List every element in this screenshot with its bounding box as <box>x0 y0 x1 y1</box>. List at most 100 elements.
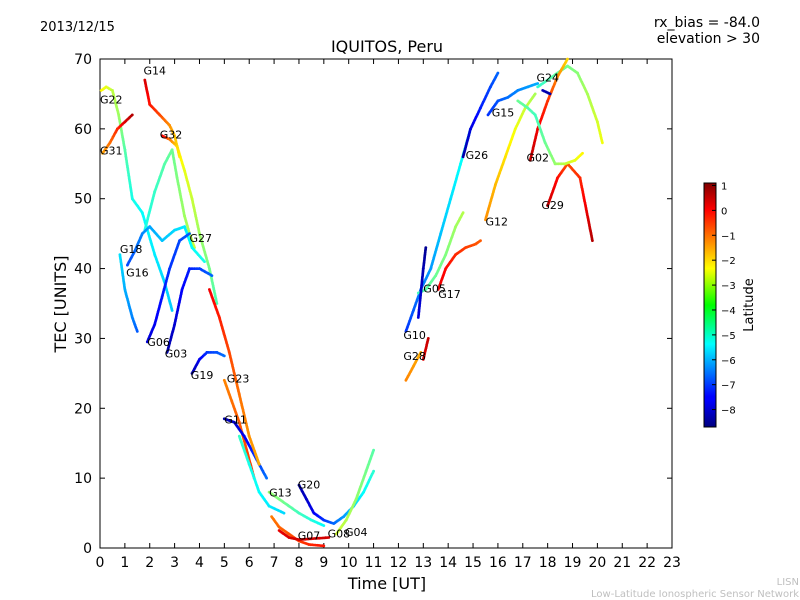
x-tick-label: 8 <box>294 555 303 571</box>
data-point <box>322 544 326 548</box>
colorbar-tick-label: −7 <box>721 381 736 392</box>
plot-frame <box>99 58 673 549</box>
x-tick-label: 21 <box>613 555 631 571</box>
chart-title: IQUITOS, Peru <box>331 37 443 56</box>
y-tick-label: 30 <box>74 331 92 347</box>
prn-label: G20 <box>298 479 321 492</box>
colorbar-tick-label: 1 <box>721 181 727 192</box>
x-tick-label: 20 <box>588 555 606 571</box>
prn-label: G10 <box>403 329 426 342</box>
y-tick-label: 50 <box>74 192 92 208</box>
colorbar <box>703 182 717 428</box>
data-point <box>548 92 552 96</box>
colorbar-tick-label: −3 <box>721 281 736 292</box>
prn-label: G27 <box>190 232 213 245</box>
data-point <box>222 354 226 358</box>
prn-label: G19 <box>191 369 214 382</box>
colorbar-tick-label: −2 <box>721 256 736 267</box>
y-axis-ticks: 0 10 20 30 40 50 60 70 <box>74 52 672 557</box>
data-point <box>170 309 174 312</box>
data-point <box>601 141 604 145</box>
colorbar-tick-label: −1 <box>721 231 736 242</box>
colorbar-ticks: 1 0 −1 −2 −3 −4 −5 −6 −7 −8 <box>712 181 736 417</box>
data-point <box>591 239 594 243</box>
prn-label: G31 <box>100 145 123 158</box>
data-point <box>461 211 465 215</box>
prn-label: G04 <box>345 526 368 539</box>
x-tick-label: 16 <box>489 555 507 571</box>
watermark-lisn: LISN <box>777 577 799 588</box>
prn-label: G18 <box>120 243 143 256</box>
prn-label: G13 <box>269 486 292 499</box>
x-tick-label: 5 <box>220 555 229 571</box>
data-point <box>419 351 423 354</box>
data-point <box>536 82 540 85</box>
x-tick-label: 11 <box>365 555 383 571</box>
rx-bias-label: rx_bias = -84.0 <box>654 15 760 31</box>
prn-label: G05 <box>423 282 446 295</box>
colorbar-tick-label: −6 <box>721 356 736 367</box>
prn-label: G08 <box>328 528 351 541</box>
data-point <box>265 476 268 480</box>
colorbar-tick-label: −4 <box>721 306 736 317</box>
data-point <box>130 113 134 117</box>
x-tick-label: 2 <box>145 555 154 571</box>
prn-label: G06 <box>147 336 170 349</box>
data-point <box>479 239 482 243</box>
prn-label: G23 <box>227 372 250 385</box>
y-tick-label: 0 <box>83 541 92 557</box>
prn-label: G07 <box>298 530 321 543</box>
data-point <box>327 536 331 539</box>
x-tick-label: 12 <box>390 555 408 571</box>
data-point <box>210 274 214 277</box>
data-point <box>581 151 584 155</box>
x-tick-label: 10 <box>340 555 358 571</box>
y-tick-label: 40 <box>74 262 92 278</box>
x-tick-label: 4 <box>195 555 204 571</box>
x-tick-label: 0 <box>96 555 105 571</box>
data-point <box>215 302 219 305</box>
data-point <box>257 462 261 466</box>
colorbar-tick-label: −5 <box>721 331 736 342</box>
colorbar-tick-label: −8 <box>721 406 736 417</box>
y-tick-label: 70 <box>74 52 92 68</box>
data-point <box>426 337 430 340</box>
colorbar-tick-label: 0 <box>721 206 727 217</box>
x-tick-label: 1 <box>120 555 129 571</box>
prn-label: G17 <box>438 288 461 301</box>
colorbar-label: Latitude <box>742 278 757 332</box>
data-point <box>372 448 375 452</box>
x-axis-ticks: 0 1 2 3 4 5 6 7 8 9 10 11 12 13 14 15 16 17 18 19 20 21 22 23 <box>96 59 681 571</box>
y-tick-label: 10 <box>74 471 92 487</box>
x-axis-label: Time [UT] <box>347 574 426 593</box>
data-point <box>282 511 286 515</box>
x-tick-label: 3 <box>170 555 179 571</box>
x-tick-label: 13 <box>414 555 432 571</box>
data-point <box>372 469 375 473</box>
prn-label: G14 <box>144 64 167 77</box>
prn-label: G22 <box>100 94 123 107</box>
elevation-label: elevation > 30 <box>657 31 760 47</box>
y-axis-label: TEC [UNITS] <box>51 256 70 354</box>
prn-label: G32 <box>160 129 183 142</box>
x-tick-label: 6 <box>245 555 254 571</box>
x-tick-label: 23 <box>663 555 681 571</box>
prn-label: G28 <box>403 350 426 363</box>
watermark-network: Low-Latitude Ionospheric Sensor Network <box>591 589 799 600</box>
x-tick-label: 7 <box>270 555 279 571</box>
x-tick-label: 17 <box>514 555 532 571</box>
data-point <box>424 246 428 250</box>
data-point <box>322 524 326 527</box>
y-tick-label: 60 <box>74 122 92 138</box>
date-label: 2013/12/15 <box>40 20 115 35</box>
prn-label: G26 <box>466 149 489 162</box>
data-point <box>566 57 569 61</box>
prn-label: G15 <box>492 106 515 119</box>
data-point <box>533 92 537 96</box>
data-point <box>496 71 500 75</box>
prn-label: G29 <box>541 199 564 212</box>
x-tick-label: 22 <box>638 555 656 571</box>
x-tick-label: 19 <box>564 555 582 571</box>
